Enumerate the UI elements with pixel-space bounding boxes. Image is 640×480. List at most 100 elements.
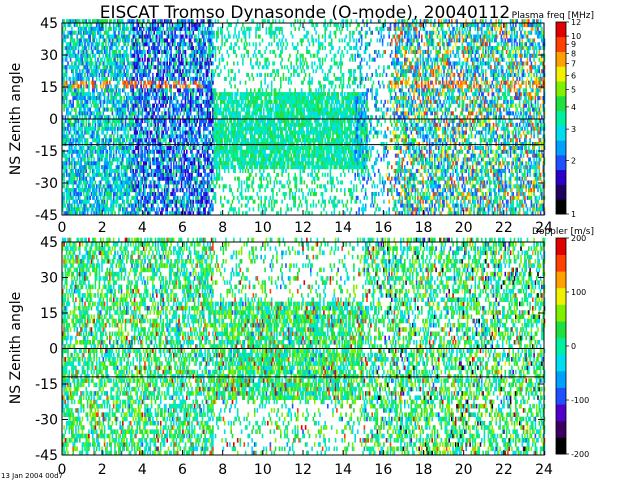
data-cell — [69, 111, 72, 116]
data-cell — [94, 138, 97, 143]
data-cell — [152, 92, 154, 97]
data-cell — [93, 138, 95, 143]
data-cell — [76, 57, 78, 62]
data-cell — [129, 84, 132, 89]
data-cell — [199, 103, 201, 108]
data-cell — [137, 111, 140, 116]
data-cell — [124, 126, 127, 131]
data-cell — [163, 172, 166, 177]
data-cell — [157, 119, 159, 124]
data-cell — [220, 161, 222, 166]
data-cell — [62, 19, 64, 24]
data-cell — [106, 88, 108, 93]
data-cell — [103, 46, 106, 51]
data-cell — [141, 92, 144, 97]
data-cell — [154, 57, 157, 62]
data-cell — [238, 122, 240, 127]
data-cell — [75, 180, 77, 185]
data-cell — [127, 134, 129, 139]
data-cell — [141, 130, 144, 135]
data-cell — [126, 49, 128, 54]
data-cell — [126, 211, 128, 216]
data-cell — [95, 172, 98, 177]
data-cell — [188, 161, 191, 166]
data-cell — [174, 69, 176, 74]
data-cell — [120, 46, 123, 51]
data-cell — [231, 157, 234, 162]
data-cell — [116, 57, 119, 62]
data-cell — [189, 119, 192, 124]
data-cell — [62, 69, 64, 74]
data-cell — [175, 53, 178, 58]
data-cell — [255, 42, 257, 47]
data-cell — [205, 157, 208, 162]
data-cell — [208, 142, 210, 147]
data-cell — [120, 195, 123, 200]
data-cell — [118, 26, 120, 31]
data-cell — [72, 211, 74, 216]
data-cell — [84, 138, 86, 143]
data-cell — [135, 103, 137, 108]
data-cell — [86, 192, 89, 197]
data-cell — [64, 34, 67, 39]
data-cell — [77, 65, 80, 70]
data-cell — [217, 172, 219, 177]
data-cell — [166, 134, 168, 139]
data-cell — [188, 34, 191, 39]
data-cell — [141, 153, 144, 158]
data-cell — [80, 34, 82, 39]
data-cell — [85, 142, 88, 147]
data-cell — [124, 165, 127, 170]
data-cell — [189, 199, 192, 204]
data-cell — [225, 126, 227, 131]
data-cell — [214, 157, 217, 162]
data-cell — [146, 149, 149, 154]
data-cell — [124, 188, 127, 193]
data-cell — [146, 49, 149, 54]
data-cell — [93, 195, 95, 200]
data-cell — [77, 207, 80, 212]
data-cell — [250, 92, 252, 97]
data-cell — [176, 115, 179, 120]
data-cell — [227, 161, 230, 166]
data-cell — [62, 57, 64, 62]
data-cell — [203, 38, 205, 43]
data-cell — [179, 199, 182, 204]
data-cell — [210, 157, 213, 162]
data-cell — [216, 149, 218, 154]
data-cell — [94, 145, 97, 150]
data-cell — [234, 130, 236, 135]
data-cell — [250, 138, 252, 143]
data-cell — [193, 168, 196, 173]
data-cell — [111, 96, 114, 101]
data-cell — [157, 134, 159, 139]
data-cell — [114, 103, 116, 108]
data-cell — [112, 88, 115, 93]
data-cell — [220, 111, 222, 116]
data-cell — [129, 153, 132, 158]
data-cell — [135, 92, 137, 97]
data-cell — [247, 96, 249, 101]
data-cell — [204, 99, 206, 104]
data-cell — [105, 157, 107, 162]
data-cell — [188, 180, 191, 185]
data-cell — [156, 65, 158, 70]
data-cell — [214, 49, 217, 54]
data-cell — [165, 211, 167, 216]
data-cell — [116, 19, 119, 24]
data-cell — [144, 57, 146, 62]
data-cell — [183, 49, 185, 54]
data-cell — [248, 161, 251, 166]
data-cell — [123, 53, 125, 58]
data-cell — [106, 138, 108, 143]
data-cell — [128, 122, 131, 127]
data-cell — [67, 172, 69, 177]
data-cell — [191, 142, 193, 147]
data-cell — [62, 176, 64, 181]
data-cell — [173, 180, 175, 185]
data-cell — [201, 46, 204, 51]
data-cell — [85, 46, 88, 51]
data-cell — [80, 92, 82, 97]
data-cell — [253, 126, 256, 131]
